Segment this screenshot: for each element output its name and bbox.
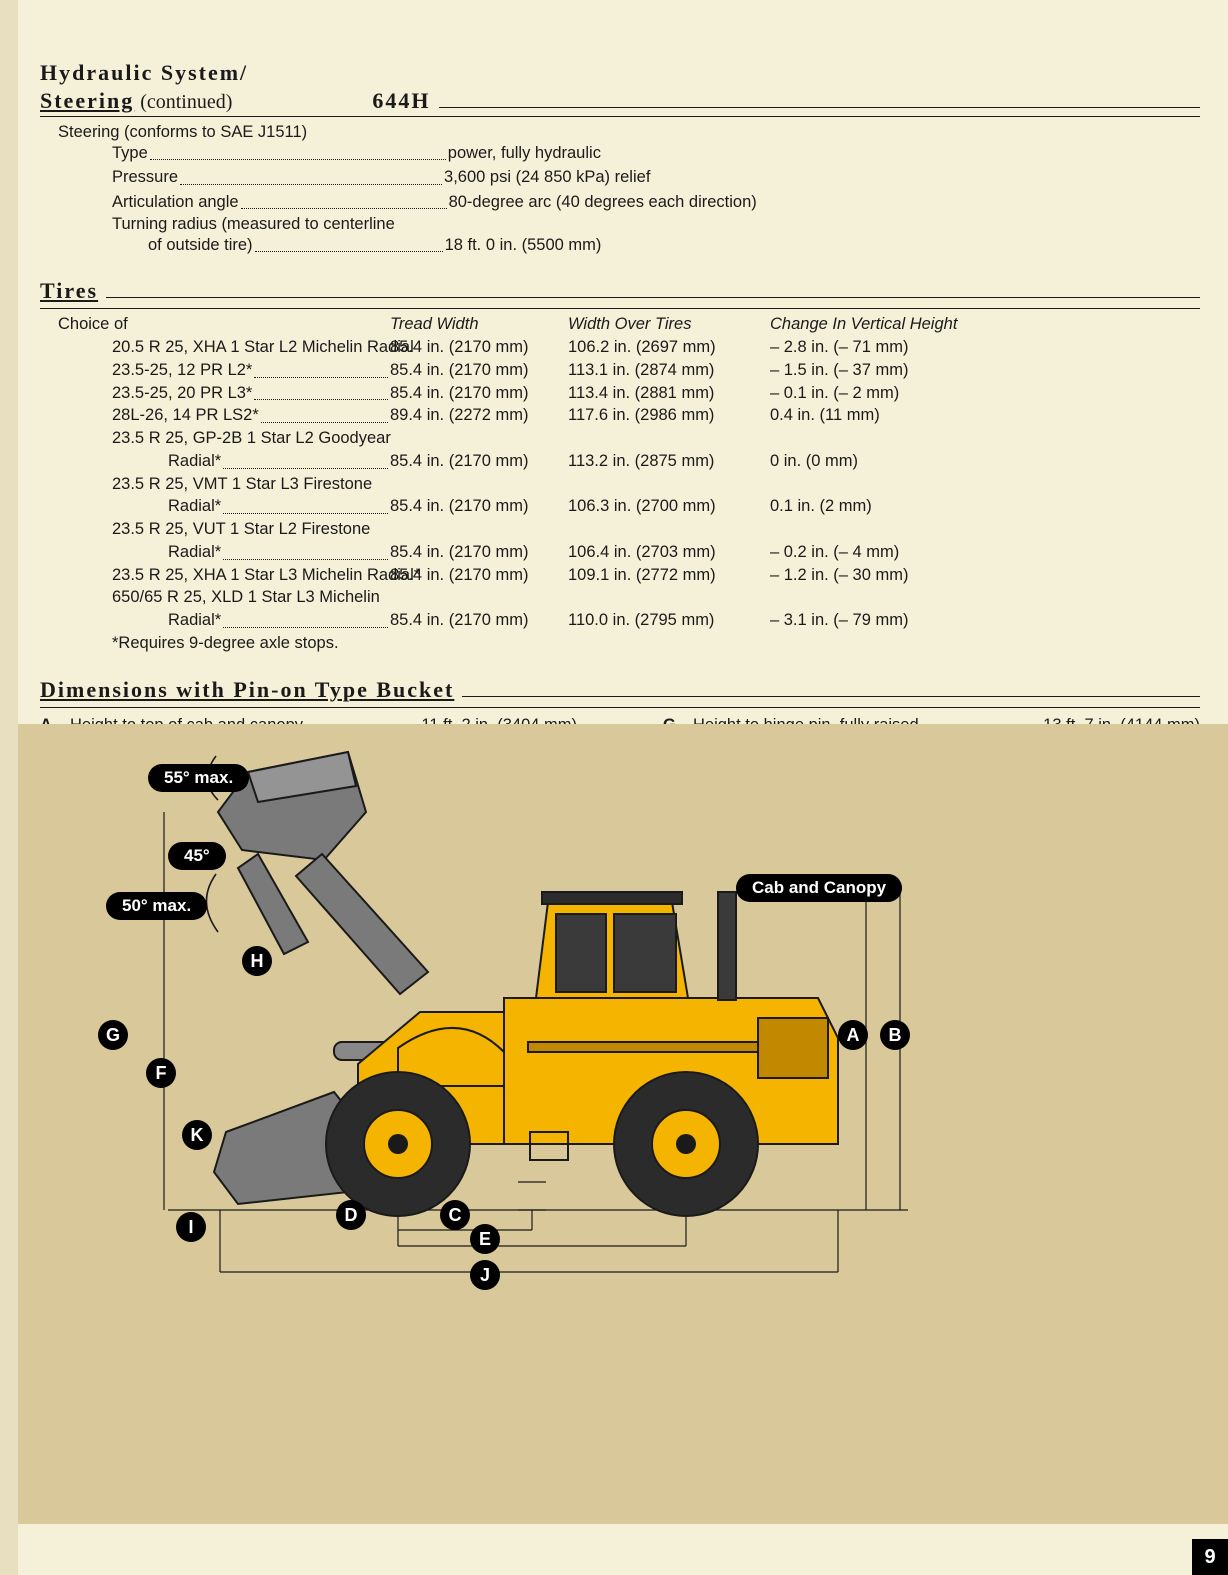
tire-row: 20.5 R 25, XHA 1 Star L2 Michelin Radial…	[112, 336, 1200, 359]
tire-row-sub: Radial*85.4 in. (2170 mm)106.4 in. (2703…	[168, 541, 1200, 564]
tires-header: Choice of Tread Width Width Over Tires C…	[58, 315, 1200, 334]
marker-D: D	[336, 1200, 366, 1230]
page-edge	[0, 0, 18, 1575]
tires-title-row: Tires	[40, 278, 1200, 309]
marker-H: H	[242, 946, 272, 976]
marker-G: G	[98, 1020, 128, 1050]
callout-55: 55° max.	[148, 764, 249, 792]
header-continued: (continued)	[140, 91, 232, 114]
tire-row: 23.5 R 25, VMT 1 Star L3 Firestone	[112, 473, 1200, 496]
tire-row: 28L-26, 14 PR LS2*89.4 in. (2272 mm)117.…	[112, 404, 1200, 427]
steering-turning1: Turning radius (measured to centerline	[112, 215, 1200, 234]
marker-C: C	[440, 1200, 470, 1230]
callout-cab: Cab and Canopy	[736, 874, 902, 902]
header-line2: Steering (continued) 644H	[40, 88, 1200, 117]
marker-E: E	[470, 1224, 500, 1254]
tire-row-sub: Radial*85.4 in. (2170 mm)106.3 in. (2700…	[168, 495, 1200, 518]
marker-K: K	[182, 1120, 212, 1150]
header-steering: Steering	[40, 88, 134, 114]
marker-A: A	[838, 1020, 868, 1050]
tire-row-sub: Radial*85.4 in. (2170 mm)113.2 in. (2875…	[168, 450, 1200, 473]
callout-45: 45°	[168, 842, 226, 870]
diagram-panel: 55° max. 45° 50° max. Cab and Canopy A B…	[18, 724, 1228, 1524]
steering-row-1: Pressure3,600 psi (24 850 kPa) relief	[112, 166, 1200, 188]
tire-row: 23.5-25, 20 PR L3*85.4 in. (2170 mm)113.…	[112, 382, 1200, 405]
dims-title: Dimensions with Pin-on Type Bucket	[40, 677, 454, 703]
tire-row: 23.5-25, 12 PR L2*85.4 in. (2170 mm)113.…	[112, 359, 1200, 382]
header-line1: Hydraulic System/	[40, 60, 1200, 86]
marker-B: B	[880, 1020, 910, 1050]
steering-turning2: of outside tire)18 ft. 0 in. (5500 mm)	[148, 234, 1200, 256]
callout-50: 50° max.	[106, 892, 207, 920]
tire-row-sub: Radial*85.4 in. (2170 mm)110.0 in. (2795…	[168, 609, 1200, 632]
steering-row-0: Typepower, fully hydraulic	[112, 142, 1200, 164]
tires-note: *Requires 9-degree axle stops.	[112, 634, 1200, 653]
marker-J: J	[470, 1260, 500, 1290]
tires-title: Tires	[40, 278, 98, 304]
header-model: 644H	[372, 88, 430, 114]
loader-diagram	[98, 742, 918, 1302]
marker-F: F	[146, 1058, 176, 1088]
tire-row: 23.5 R 25, VUT 1 Star L2 Firestone	[112, 518, 1200, 541]
marker-I: I	[176, 1212, 206, 1242]
tire-row: 23.5 R 25, XHA 1 Star L3 Michelin Radial…	[112, 564, 1200, 587]
page-number: 9	[1192, 1539, 1228, 1575]
steering-conforms: Steering (conforms to SAE J1511)	[58, 123, 1200, 142]
dims-title-row: Dimensions with Pin-on Type Bucket	[40, 677, 1200, 708]
tire-row: 23.5 R 25, GP-2B 1 Star L2 Goodyear	[112, 427, 1200, 450]
tire-row: 650/65 R 25, XLD 1 Star L3 Michelin	[112, 586, 1200, 609]
steering-row-2: Articulation angle80-degree arc (40 degr…	[112, 191, 1200, 213]
